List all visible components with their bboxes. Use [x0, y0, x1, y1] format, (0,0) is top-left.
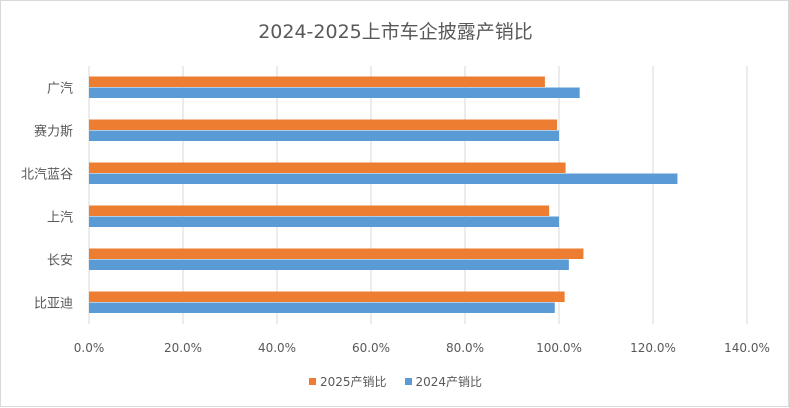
bar-2024	[89, 87, 580, 98]
category-label: 广汽	[47, 82, 73, 97]
category-label: 北汽蓝谷	[21, 168, 73, 183]
bar-2025	[89, 76, 545, 87]
x-tick-label: 100.0%	[536, 341, 582, 355]
legend-label-2024: 2024产销比	[415, 375, 483, 389]
x-tick-label: 120.0%	[630, 341, 676, 355]
bar-2025	[89, 205, 550, 216]
legend-swatch-2024	[404, 378, 412, 385]
x-tick-label: 60.0%	[352, 341, 390, 355]
bar-2025	[89, 291, 565, 302]
x-tick-label: 140.0%	[724, 341, 770, 355]
category-label: 上汽	[47, 211, 73, 226]
bar-2024	[89, 216, 559, 227]
bar-2024	[89, 259, 569, 270]
bar-2024	[89, 173, 678, 184]
bar-2025	[89, 248, 584, 259]
chart-title: 2024-2025上市车企披露产销比	[258, 21, 533, 43]
legend: 2025产销比 2024产销比	[1, 373, 789, 390]
legend-swatch-2025	[308, 378, 316, 385]
category-label: 比亚迪	[34, 297, 73, 312]
bar-2025	[89, 119, 558, 130]
x-tick-label: 40.0%	[258, 341, 296, 355]
legend-item-2024: 2024产销比	[404, 373, 483, 390]
x-tick-label: 20.0%	[164, 341, 202, 355]
x-tick-label: 80.0%	[446, 341, 484, 355]
x-tick-label: 0.0%	[74, 341, 105, 355]
legend-label-2025: 2025产销比	[319, 375, 387, 389]
category-label: 长安	[47, 254, 73, 269]
bar-2025	[89, 162, 566, 173]
legend-item-2025: 2025产销比	[308, 373, 387, 390]
bar-2024	[89, 302, 555, 313]
bar-2024	[89, 130, 559, 141]
category-label: 赛力斯	[34, 124, 73, 140]
